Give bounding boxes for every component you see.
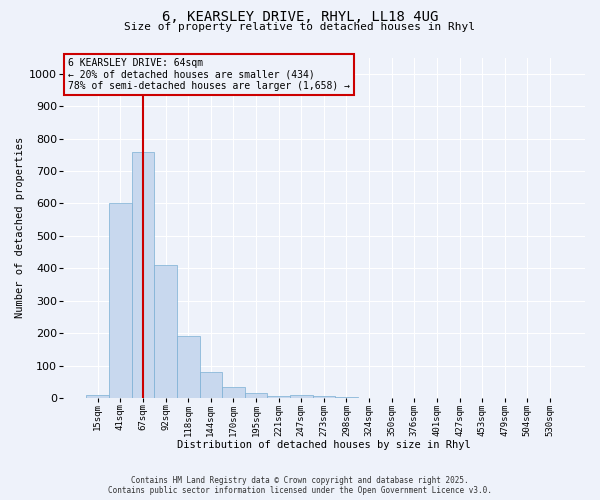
Bar (222, 386, 245, 398)
Bar (268, 396, 290, 398)
Bar (313, 396, 335, 398)
Bar (290, 395, 313, 398)
Bar (200, 372, 222, 398)
Text: Contains HM Land Registry data © Crown copyright and database right 2025.
Contai: Contains HM Land Registry data © Crown c… (108, 476, 492, 495)
Y-axis label: Number of detached properties: Number of detached properties (15, 137, 25, 318)
Text: Size of property relative to detached houses in Rhyl: Size of property relative to detached ho… (125, 22, 476, 32)
X-axis label: Distribution of detached houses by size in Rhyl: Distribution of detached houses by size … (177, 440, 471, 450)
Bar (154, 265, 177, 398)
Bar (177, 336, 200, 398)
Bar (86, 395, 109, 398)
Bar (245, 393, 268, 398)
Bar (109, 204, 131, 398)
Text: 6 KEARSLEY DRIVE: 64sqm
← 20% of detached houses are smaller (434)
78% of semi-d: 6 KEARSLEY DRIVE: 64sqm ← 20% of detache… (68, 58, 350, 90)
Bar (131, 152, 154, 398)
Text: 6, KEARSLEY DRIVE, RHYL, LL18 4UG: 6, KEARSLEY DRIVE, RHYL, LL18 4UG (162, 10, 438, 24)
